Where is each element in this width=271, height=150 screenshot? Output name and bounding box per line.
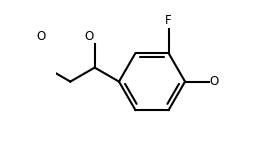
- Text: O: O: [210, 75, 219, 88]
- Text: F: F: [165, 15, 172, 27]
- Text: O: O: [85, 30, 94, 43]
- Text: O: O: [36, 30, 45, 43]
